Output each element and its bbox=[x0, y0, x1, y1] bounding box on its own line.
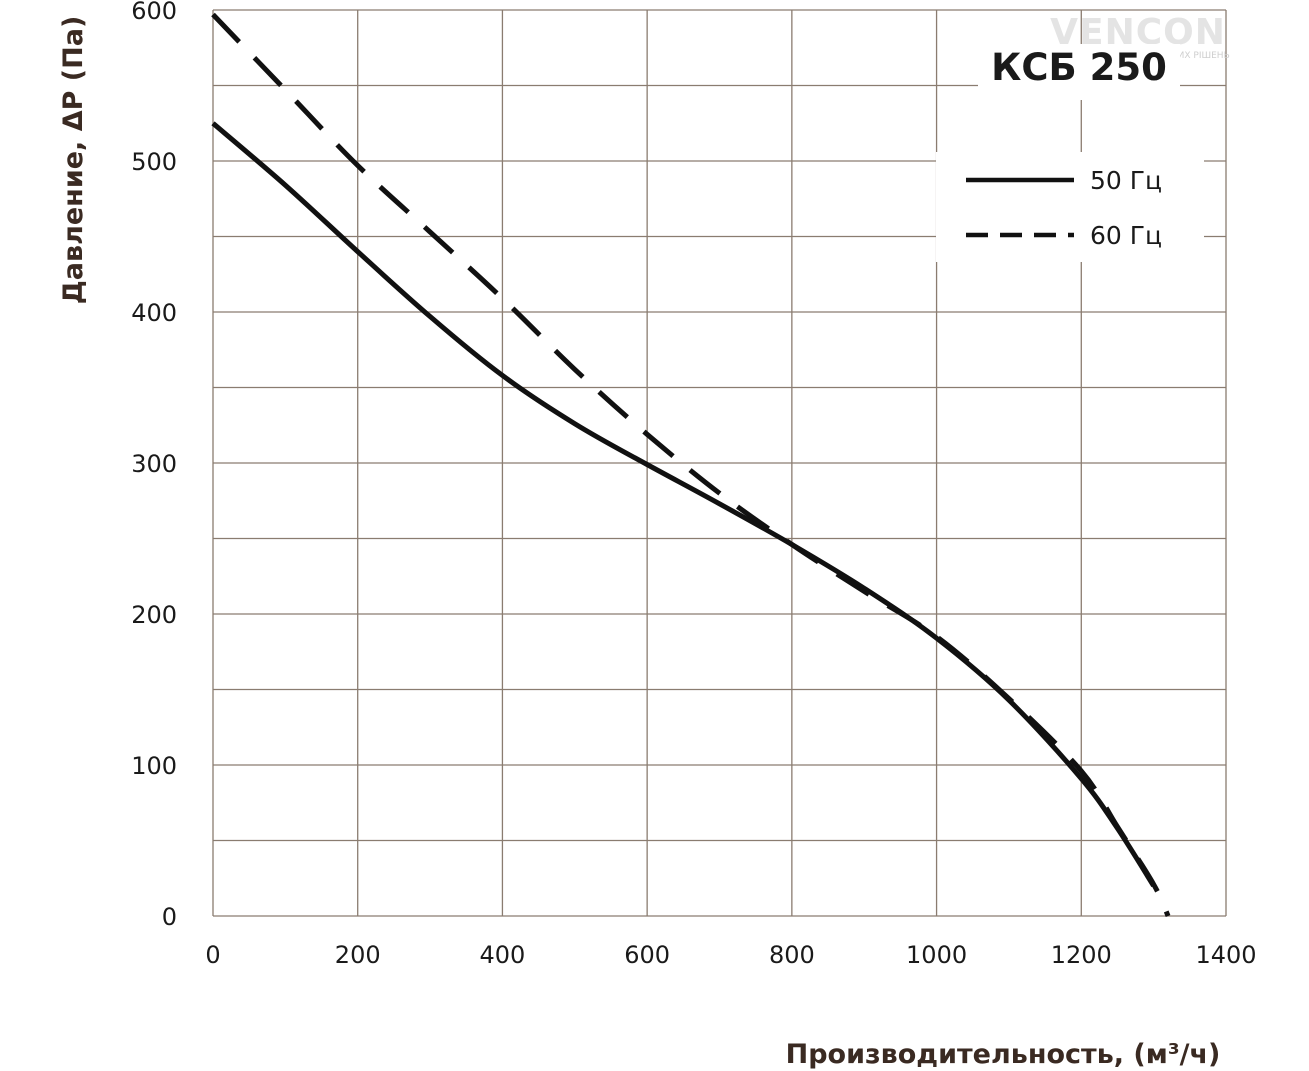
x-tick-label: 800 bbox=[769, 941, 815, 969]
y-tick-label: 0 bbox=[162, 903, 177, 931]
y-tick-label: 400 bbox=[131, 299, 177, 327]
series-line-50hz bbox=[211, 121, 1156, 888]
x-tick-label: 1000 bbox=[906, 941, 967, 969]
legend-background bbox=[936, 152, 1204, 262]
x-tick-label: 0 bbox=[205, 941, 220, 969]
series-line-60hz bbox=[211, 12, 1171, 918]
y-tick-label: 600 bbox=[131, 0, 177, 25]
y-axis-title: Давление, ΔP (Па) bbox=[58, 16, 89, 305]
y-tick-label: 300 bbox=[131, 450, 177, 478]
legend-label-50hz: 50 Гц bbox=[1090, 166, 1162, 195]
x-axis-title: Производительность, (м³/ч) bbox=[786, 1039, 1221, 1070]
y-tick-labels: 0 100 200 300 400 500 600 bbox=[131, 0, 177, 931]
x-tick-labels: 0 200 400 600 800 1000 1200 1400 bbox=[205, 941, 1256, 969]
x-tick-label: 400 bbox=[480, 941, 526, 969]
y-tick-label: 100 bbox=[131, 752, 177, 780]
x-tick-label: 600 bbox=[624, 941, 670, 969]
x-tick-label: 1400 bbox=[1195, 941, 1256, 969]
x-tick-label: 200 bbox=[335, 941, 381, 969]
chart-title: КСБ 250 bbox=[991, 46, 1167, 89]
y-tick-label: 200 bbox=[131, 601, 177, 629]
title-background bbox=[978, 44, 1180, 100]
x-tick-label: 1200 bbox=[1051, 941, 1112, 969]
legend-label-60hz: 60 Гц bbox=[1090, 221, 1162, 250]
grid bbox=[212, 9, 1227, 917]
legend: 50 Гц 60 Гц bbox=[936, 152, 1204, 262]
y-tick-label: 500 bbox=[131, 148, 177, 176]
curves bbox=[211, 12, 1171, 918]
